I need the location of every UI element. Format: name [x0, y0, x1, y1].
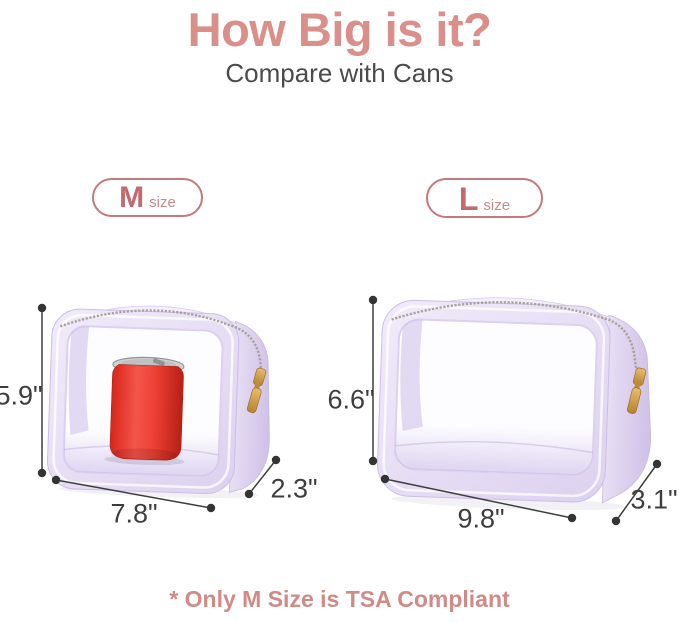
- l-bag-shadow: [391, 495, 628, 511]
- soda-can-illustration: [104, 356, 185, 466]
- l-zipper-pull-icon: [627, 367, 647, 414]
- m-size-badge: M size: [92, 178, 203, 217]
- l-bag-illustration: [376, 297, 652, 511]
- m-depth-label: 2.3": [270, 473, 318, 504]
- m-bag-zipper-track: [59, 309, 264, 382]
- m-zipper-pull-icon: [246, 367, 267, 414]
- l-depth-label: 3.1": [630, 484, 678, 515]
- m-height-label: 5.9": [0, 380, 43, 411]
- m-depth-line: [248, 459, 277, 495]
- l-bag-window-reflections: [394, 318, 594, 476]
- m-size-letter: M: [119, 181, 145, 214]
- m-bag-illustration: [46, 305, 270, 499]
- page-title: How Big is it?: [187, 3, 492, 56]
- m-width-line: [55, 479, 212, 509]
- l-bag-side-panel: [601, 314, 652, 504]
- l-size-word: size: [483, 197, 511, 214]
- tsa-compliance-note: * Only M Size is TSA Compliant: [169, 586, 510, 612]
- l-size-badge: L size: [426, 178, 543, 218]
- m-size-word: size: [149, 194, 176, 211]
- can-pull-tab: [153, 358, 165, 366]
- l-size-letter: L: [458, 181, 479, 217]
- l-depth-line: [615, 463, 658, 522]
- m-width-label: 7.8": [110, 498, 158, 529]
- page-subtitle: Compare with Cans: [225, 58, 454, 88]
- can-body: [109, 364, 184, 461]
- l-width-line: [384, 478, 573, 519]
- l-width-label: 9.8": [457, 503, 505, 534]
- l-bag-zipper-track: [391, 301, 639, 377]
- l-height-label: 6.6": [327, 384, 375, 415]
